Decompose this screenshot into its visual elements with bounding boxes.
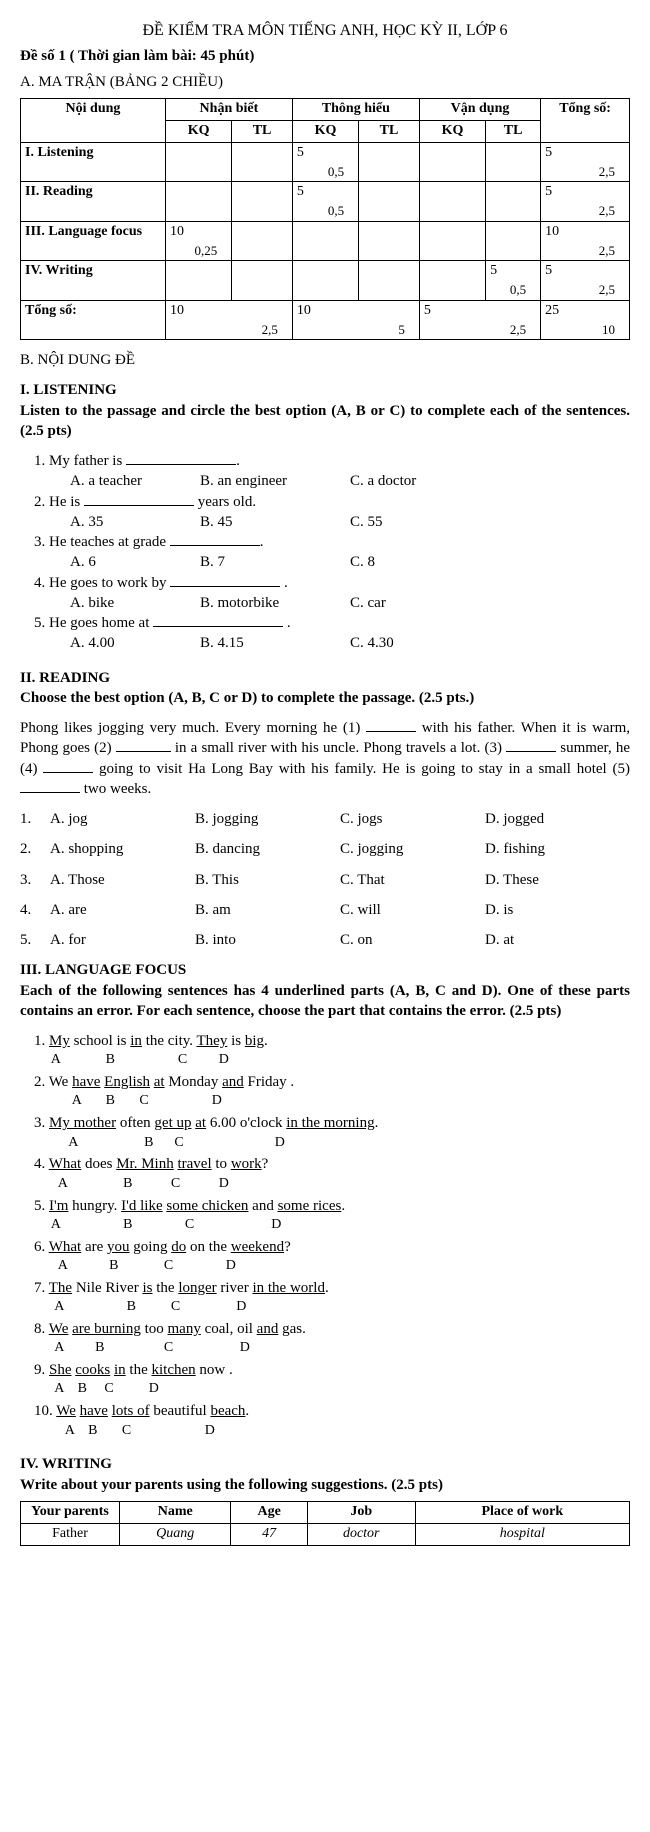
writing-r1c2: Quang xyxy=(120,1523,231,1545)
listening-question: 5. He goes home at . xyxy=(34,613,630,633)
matrix-h-kq: KQ xyxy=(419,120,485,142)
langfocus-letters: A B C D xyxy=(34,1134,630,1153)
matrix-h-nhanbiet: Nhận biết xyxy=(165,99,292,121)
writing-r1c1: Father xyxy=(21,1523,120,1545)
reading-options: 1.A. jogB. joggingC. jogsD. jogged 2.A. s… xyxy=(20,809,630,950)
matrix-h-noidung: Nội dung xyxy=(21,99,166,143)
listening-options: A. 35B. 45C. 55 xyxy=(34,512,630,532)
listening-options: A. bikeB. motorbikeC. car xyxy=(34,593,630,613)
writing-h3: Age xyxy=(231,1501,307,1523)
reading-option-row: 1.A. jogB. joggingC. jogsD. jogged xyxy=(20,809,630,829)
listening-question: 4. He goes to work by . xyxy=(34,573,630,593)
matrix-h-thonghieu: Thông hiểu xyxy=(292,99,419,121)
matrix-h-tl: TL xyxy=(359,120,420,142)
langfocus-title: III. LANGUAGE FOCUS xyxy=(20,960,630,980)
matrix-h-tl: TL xyxy=(232,120,293,142)
writing-r1c4: doctor xyxy=(307,1523,415,1545)
reading-option-row: 3.A. ThoseB. ThisC. ThatD. These xyxy=(20,870,630,890)
listening-instr: Listen to the passage and circle the bes… xyxy=(20,401,630,442)
writing-h5: Place of work xyxy=(415,1501,629,1523)
writing-title: IV. WRITING xyxy=(20,1454,630,1474)
writing-r1c5: hospital xyxy=(415,1523,629,1545)
writing-r1c3: 47 xyxy=(231,1523,307,1545)
listening-options: A. 6B. 7C. 8 xyxy=(34,552,630,572)
langfocus-sentence: 8. We are burning too many coal, oil and… xyxy=(34,1319,630,1339)
writing-h1: Your parents xyxy=(21,1501,120,1523)
listening-question: 2. He is years old. xyxy=(34,492,630,512)
langfocus-sentence: 3. My mother often get up at 6.00 o'cloc… xyxy=(34,1113,630,1133)
matrix-h-tl: TL xyxy=(486,120,541,142)
listening-title: I. LISTENING xyxy=(20,380,630,400)
langfocus-letters: A B C D xyxy=(34,1051,630,1070)
listening-options: A. a teacherB. an engineerC. a doctor xyxy=(34,471,630,491)
reading-title: II. READING xyxy=(20,668,630,688)
reading-option-row: 4.A. areB. amC. willD. is xyxy=(20,900,630,920)
listening-question: 1. My father is . xyxy=(34,451,630,471)
langfocus-sentence: 5. I'm hungry. I'd like some chicken and… xyxy=(34,1196,630,1216)
matrix-h-vandung: Vận dụng xyxy=(419,99,540,121)
langfocus-letters: A B C D xyxy=(34,1257,630,1276)
langfocus-letters: A B C D xyxy=(34,1216,630,1235)
listening-block: 1. My father is .A. a teacherB. an engin… xyxy=(20,451,630,654)
section-a-heading: A. MA TRẬN (BẢNG 2 CHIỀU) xyxy=(20,72,630,92)
langfocus-letters: A B C D xyxy=(34,1422,630,1441)
reading-option-row: 5.A. forB. intoC. onD. at xyxy=(20,930,630,950)
langfocus-letters: A B C D xyxy=(34,1092,630,1111)
langfocus-sentence: 6. What are you going do on the weekend? xyxy=(34,1237,630,1257)
reading-instr: Choose the best option (A, B, C or D) to… xyxy=(20,688,630,708)
langfocus-sentence: 1. My school is in the city. They is big… xyxy=(34,1031,630,1051)
langfocus-sentence: 10. We have lots of beautiful beach. xyxy=(34,1401,630,1421)
writing-table: Your parents Name Age Job Place of work … xyxy=(20,1501,630,1546)
langfocus-block: 1. My school is in the city. They is big… xyxy=(20,1031,630,1440)
listening-question: 3. He teaches at grade . xyxy=(34,532,630,552)
matrix-h-tongso: Tổng số: xyxy=(541,99,630,143)
section-b-heading: B. NỘI DUNG ĐỀ xyxy=(20,350,630,370)
reading-passage: Phong likes jogging very much. Every mor… xyxy=(20,718,630,799)
langfocus-sentence: 4. What does Mr. Minh travel to work? xyxy=(34,1154,630,1174)
matrix-h-kq: KQ xyxy=(292,120,358,142)
matrix-table: Nội dung Nhận biết Thông hiểu Vận dụng T… xyxy=(20,98,630,340)
langfocus-sentence: 7. The Nile River is the longer river in… xyxy=(34,1278,630,1298)
langfocus-sentence: 9. She cooks in the kitchen now . xyxy=(34,1360,630,1380)
writing-instr: Write about your parents using the follo… xyxy=(20,1475,630,1495)
writing-h4: Job xyxy=(307,1501,415,1523)
subtitle: Đề số 1 ( Thời gian làm bài: 45 phút) xyxy=(20,46,630,66)
writing-h2: Name xyxy=(120,1501,231,1523)
langfocus-letters: A B C D xyxy=(34,1175,630,1194)
main-title: ĐỀ KIỂM TRA MÔN TIẾNG ANH, HỌC KỲ II, LỚ… xyxy=(20,20,630,42)
langfocus-letters: A B C D xyxy=(34,1298,630,1317)
langfocus-letters: A B C D xyxy=(34,1339,630,1358)
listening-options: A. 4.00B. 4.15C. 4.30 xyxy=(34,633,630,653)
langfocus-letters: A B C D xyxy=(34,1380,630,1399)
langfocus-instr: Each of the following sentences has 4 un… xyxy=(20,981,630,1022)
reading-option-row: 2.A. shoppingB. dancingC. joggingD. fish… xyxy=(20,839,630,859)
langfocus-sentence: 2. We have English at Monday and Friday … xyxy=(34,1072,630,1092)
matrix-h-kq: KQ xyxy=(165,120,231,142)
